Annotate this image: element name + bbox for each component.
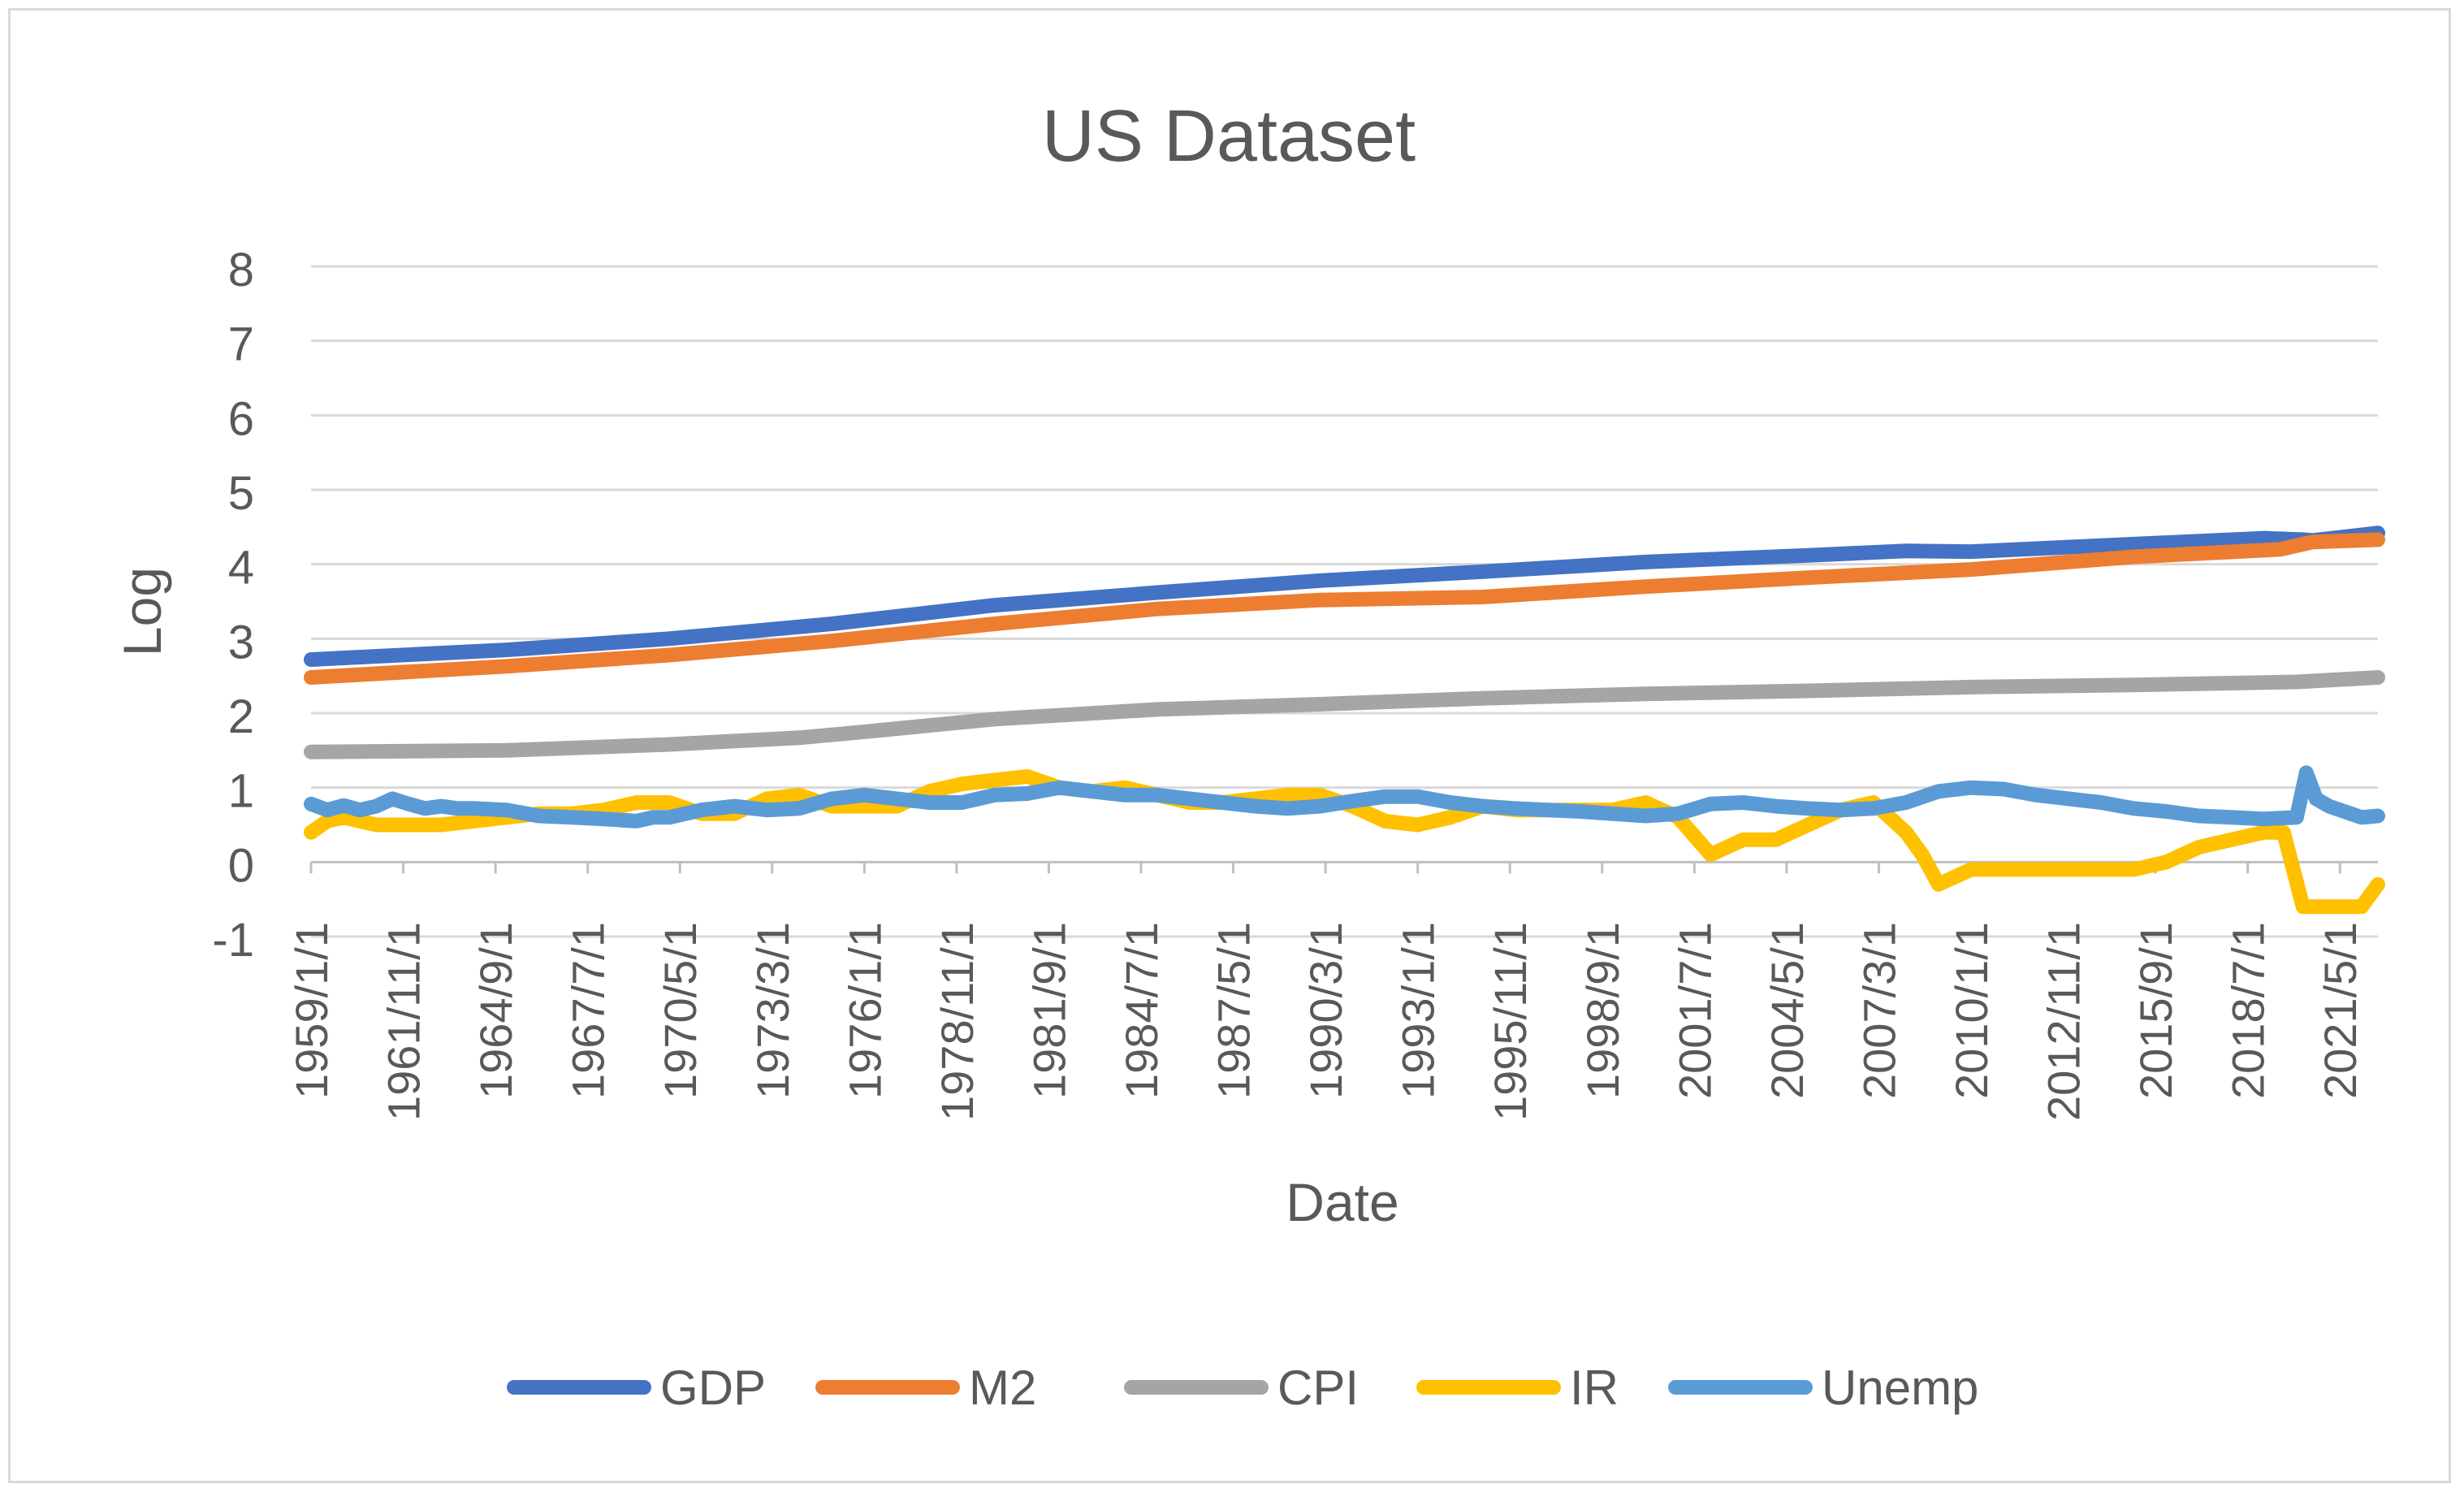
x-tick-label: 2012/11/1	[2038, 922, 2090, 1121]
x-tick-label: 1964/9/1	[470, 922, 521, 1099]
y-tick-label: -1	[212, 914, 254, 967]
x-axis-ticks: 1959/1/1 1961/11/1 1964/9/1 1967/7/1 1970/5/…	[286, 862, 2366, 1121]
x-tick-label: 1984/7/1	[1116, 922, 1167, 1099]
x-tick-label: 1998/9/1	[1577, 922, 1628, 1099]
x-tick-label: 2015/9/1	[2130, 922, 2181, 1099]
x-tick-label: 2018/7/1	[2223, 922, 2274, 1099]
x-tick-label: 1976/1/1	[839, 922, 890, 1099]
chart-frame: US Dataset -1 0 1 2 3 4 5 6 7 8 1959/1/1 1961/11/1…	[8, 8, 2451, 1483]
x-tick-label: 2007/3/1	[1853, 922, 1904, 1099]
legend-item-m2: M2	[815, 1361, 1036, 1415]
y-tick-label: 3	[228, 616, 254, 668]
x-tick-label: 1987/5/1	[1208, 922, 1260, 1099]
x-tick-label: 1990/3/1	[1300, 922, 1351, 1099]
legend-item-gdp: GDP	[507, 1361, 766, 1415]
series-line-m2	[304, 532, 2385, 685]
legend-label: M2	[969, 1361, 1036, 1415]
y-tick-label: 6	[228, 392, 254, 445]
y-tick-label: 0	[228, 839, 254, 892]
y-tick-label: 2	[228, 690, 254, 743]
legend-label: CPI	[1277, 1361, 1359, 1415]
series-line-gdp	[304, 526, 2385, 667]
x-tick-label: 1978/11/1	[932, 922, 983, 1121]
legend-item-ir: IR	[1416, 1361, 1619, 1415]
x-tick-label: 1981/9/1	[1023, 922, 1074, 1099]
x-tick-label: 1961/11/1	[378, 922, 430, 1121]
series-line-unemp	[304, 765, 2385, 829]
y-tick-label: 7	[228, 318, 254, 371]
y-axis-label: Log	[112, 567, 172, 656]
y-tick-label: 5	[228, 467, 254, 520]
y-tick-label: 1	[228, 765, 254, 818]
chart-title: US Dataset	[1042, 96, 1416, 177]
x-tick-label: 1973/3/1	[747, 922, 798, 1099]
legend-label: Unemp	[1822, 1361, 1978, 1415]
legend-item-unemp: Unemp	[1668, 1361, 1978, 1415]
legend-item-cpi: CPI	[1124, 1361, 1359, 1415]
x-tick-label: 1995/11/1	[1485, 922, 1536, 1121]
x-tick-label: 1967/7/1	[563, 922, 614, 1099]
chart-svg: US Dataset -1 0 1 2 3 4 5 6 7 8 1959/1/1 1961/11/1…	[112, 96, 2385, 1415]
y-axis-ticks: -1 0 1 2 3 4 5 6 7 8	[212, 244, 254, 967]
x-tick-label: 1970/5/1	[655, 922, 706, 1099]
legend: GDP M2 CPI IR Unemp	[507, 1361, 1978, 1415]
x-tick-label: 1959/1/1	[286, 922, 337, 1099]
x-tick-label: 2010/1/1	[1946, 922, 1997, 1099]
series-lines	[304, 526, 2385, 915]
x-tick-label: 1993/1/1	[1393, 922, 1444, 1099]
x-tick-label: 2004/5/1	[1762, 922, 1813, 1099]
x-axis-label: Date	[1286, 1172, 1398, 1232]
x-tick-label: 2021/5/1	[2315, 922, 2366, 1099]
series-line-cpi	[304, 670, 2385, 759]
legend-label: IR	[1570, 1361, 1619, 1415]
y-tick-label: 4	[228, 542, 254, 595]
series-line-ir	[304, 768, 2385, 915]
y-tick-label: 8	[228, 244, 254, 296]
x-tick-label: 2001/7/1	[1669, 922, 1720, 1099]
legend-label: GDP	[660, 1361, 766, 1415]
